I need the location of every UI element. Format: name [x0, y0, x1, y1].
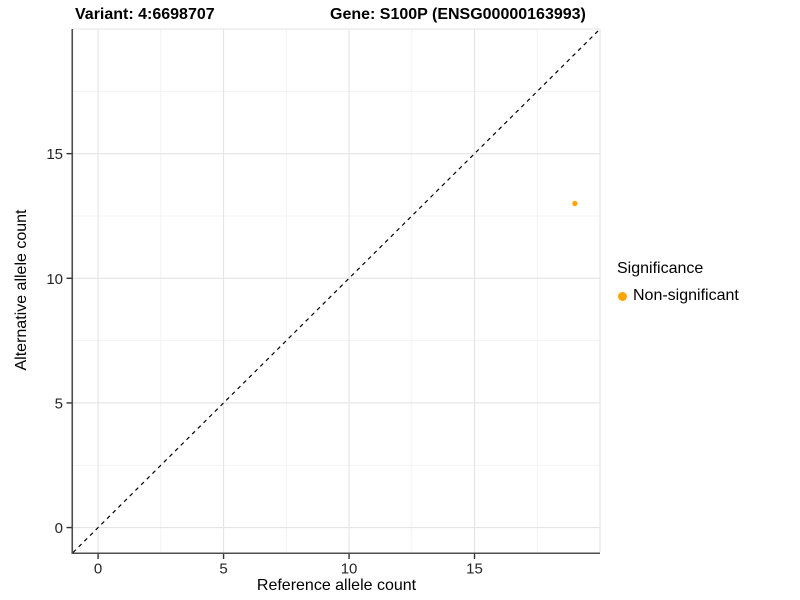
y-tick-label: 15: [46, 146, 63, 163]
legend-item-label: Non-significant: [633, 287, 739, 304]
legend-title: Significance: [617, 260, 704, 277]
x-tick-label: 15: [466, 561, 483, 578]
data-point: [572, 200, 578, 207]
x-tick-label: 0: [94, 561, 102, 578]
y-tick-label: 10: [46, 271, 63, 288]
x-tick-label: 10: [341, 561, 358, 578]
legend-key-dot: [618, 291, 627, 301]
x-tick-label: 5: [219, 561, 227, 578]
legend: Significance Non-significant: [610, 260, 739, 305]
legend-item-non-significant: Non-significant: [618, 287, 739, 305]
y-tick-label: 0: [55, 520, 63, 537]
y-tick-label: 5: [55, 395, 63, 412]
identity-dashed-line: [72, 28, 601, 553]
gene-title: Gene: S100P (ENSG00000163993): [330, 6, 586, 23]
variant-title: Variant: 4:6698707: [75, 6, 215, 23]
x-axis-label: Reference allele count: [256, 577, 417, 594]
